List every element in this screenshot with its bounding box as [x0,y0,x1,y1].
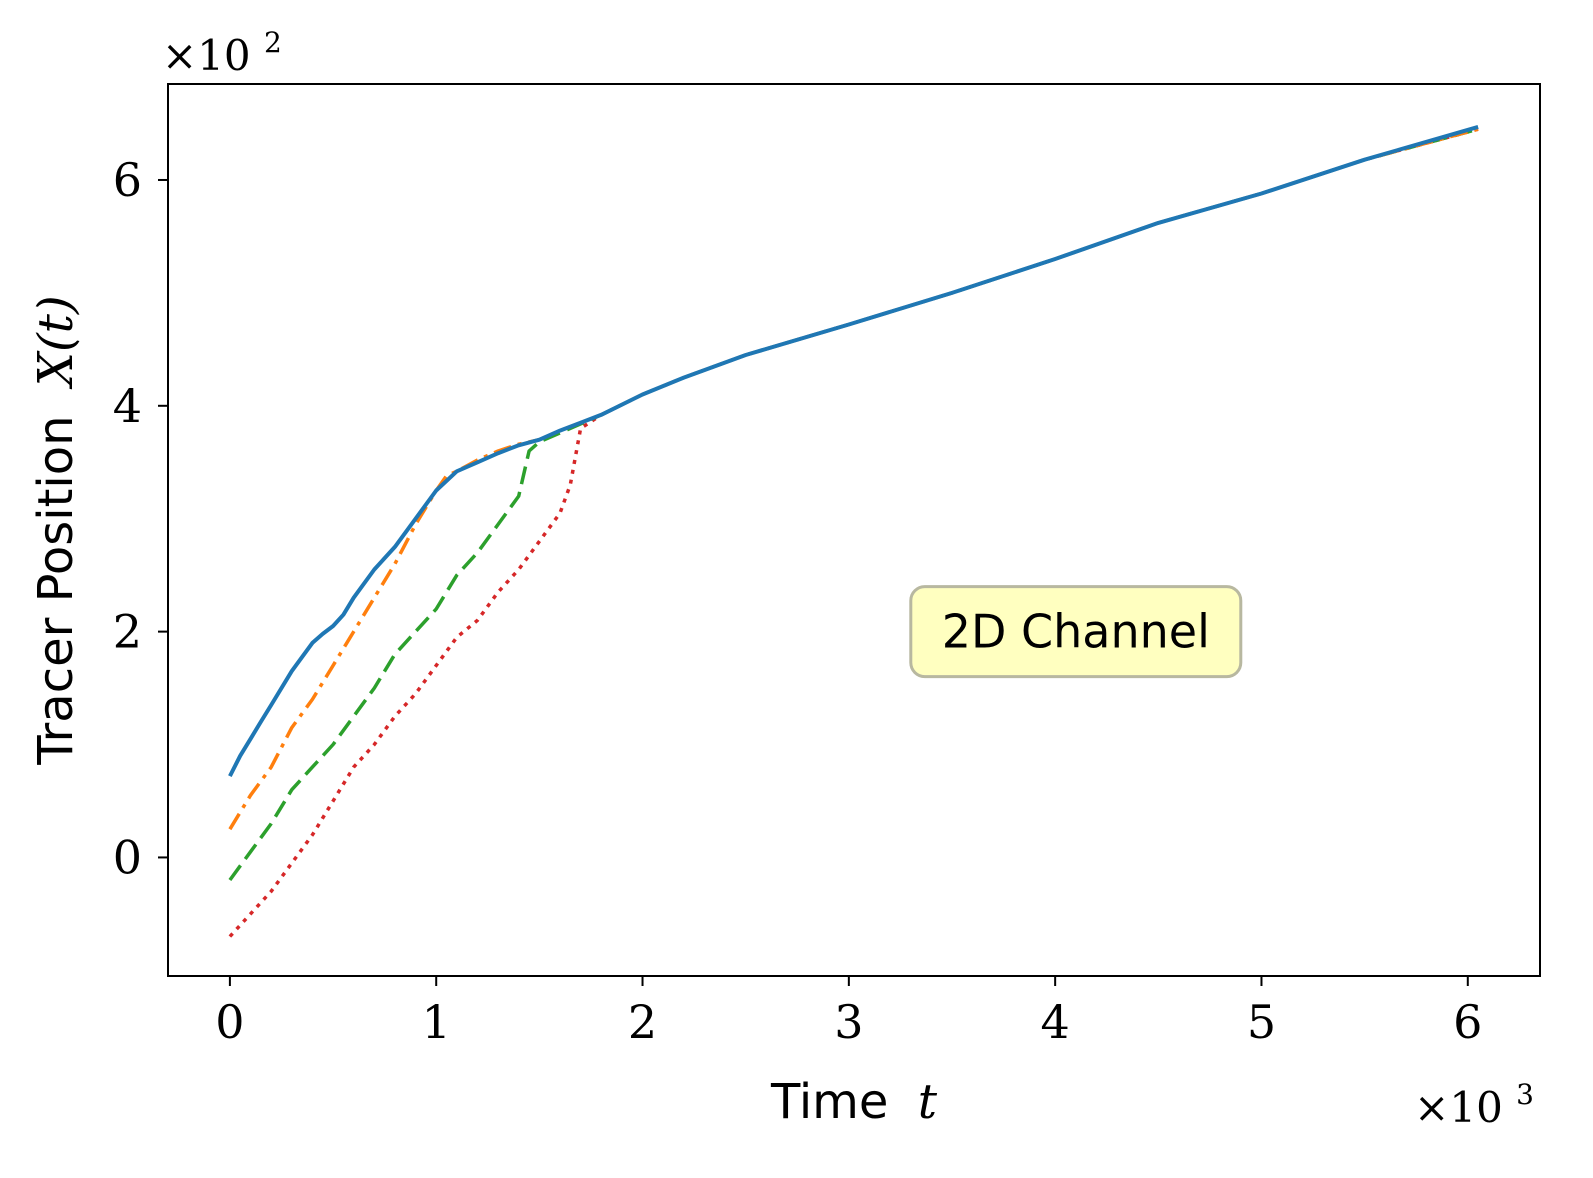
x-tick-label: 6 [1453,995,1482,1049]
x-axis-label: Time t [770,1074,938,1130]
annotation-box: 2D Channel [909,585,1243,679]
series-line-solid [228,124,1479,778]
x-axis-scale-factor: ×10 3 [1414,1078,1534,1132]
plot-frame [167,83,1541,977]
x-tick-label: 2 [628,995,657,1049]
y-tick-label: 6 [113,153,142,207]
y-axis-label-variable: X(t) [28,295,84,390]
series-layer [228,124,1479,938]
x-axis-label-variable: t [918,1074,938,1130]
y-axis-scale-factor: ×10 2 [162,26,282,80]
x-tick-label: 0 [215,995,244,1049]
x-scale-exponent: 3 [1516,1078,1534,1111]
annotation-label: 2D Channel [942,605,1210,659]
y-tick-label: 4 [113,379,142,433]
y-axis-label: Tracer Position X(t) [28,295,84,765]
x-scale-base: ×10 [1414,1083,1503,1132]
x-tick-label: 4 [1041,995,1070,1049]
x-tick-label: 3 [834,995,863,1049]
y-tick-label: 2 [113,605,142,659]
x-tick-label: 5 [1247,995,1276,1049]
tick-layer: 0 1 2 3 4 5 6 0 2 4 6 [113,153,1483,1049]
x-tick-label: 1 [422,995,451,1049]
y-tick-label: 0 [113,830,142,884]
annotation-background [909,585,1243,679]
y-axis-label-text: Tracer Position [28,415,84,765]
x-axis-label-text: Time [770,1074,888,1130]
y-scale-base: ×10 [162,31,251,80]
y-scale-exponent: 2 [264,26,282,59]
